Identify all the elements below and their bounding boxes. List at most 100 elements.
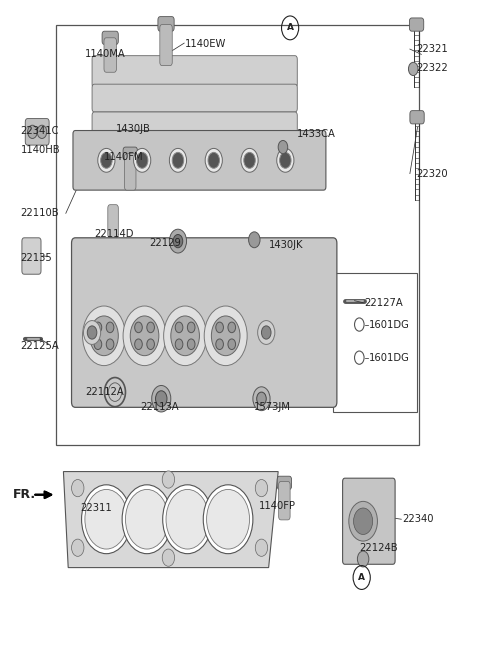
Circle shape: [98, 148, 115, 172]
Circle shape: [162, 471, 175, 488]
Circle shape: [172, 152, 184, 168]
Circle shape: [208, 152, 219, 168]
Circle shape: [135, 339, 142, 350]
FancyBboxPatch shape: [25, 118, 49, 145]
Text: 1140HB: 1140HB: [21, 146, 60, 156]
Text: 1430JK: 1430JK: [269, 240, 303, 250]
Circle shape: [106, 339, 114, 350]
Circle shape: [136, 152, 148, 168]
Circle shape: [37, 125, 47, 138]
Circle shape: [87, 326, 97, 339]
Text: 1433CA: 1433CA: [297, 129, 336, 139]
FancyBboxPatch shape: [92, 112, 297, 137]
Circle shape: [133, 148, 151, 172]
Text: 1601DG: 1601DG: [369, 320, 410, 330]
Text: 22124B: 22124B: [360, 543, 398, 553]
FancyBboxPatch shape: [277, 476, 291, 489]
Text: 22340: 22340: [402, 514, 434, 524]
Bar: [56, 25, 419, 445]
Circle shape: [90, 316, 118, 356]
Text: FR.: FR.: [13, 488, 36, 501]
Text: 1140MA: 1140MA: [85, 49, 126, 59]
FancyBboxPatch shape: [343, 478, 395, 565]
Circle shape: [278, 140, 288, 154]
Circle shape: [123, 306, 166, 366]
Circle shape: [228, 322, 236, 332]
Text: A: A: [358, 573, 365, 582]
Circle shape: [280, 152, 291, 168]
Text: 22110B: 22110B: [21, 208, 59, 218]
FancyBboxPatch shape: [409, 18, 424, 31]
Circle shape: [241, 148, 258, 172]
Text: 22322: 22322: [417, 63, 448, 72]
Circle shape: [169, 229, 187, 253]
FancyBboxPatch shape: [102, 31, 118, 45]
Circle shape: [257, 392, 266, 406]
Text: 22311: 22311: [80, 503, 112, 513]
Circle shape: [249, 232, 260, 248]
Text: 1573JM: 1573JM: [254, 402, 291, 412]
FancyBboxPatch shape: [410, 110, 424, 124]
Circle shape: [125, 489, 168, 549]
Circle shape: [349, 501, 377, 541]
Circle shape: [216, 339, 223, 350]
Circle shape: [156, 391, 167, 407]
FancyBboxPatch shape: [124, 154, 136, 190]
Text: 22113A: 22113A: [140, 402, 179, 412]
Circle shape: [85, 489, 128, 549]
Circle shape: [162, 549, 175, 567]
Circle shape: [163, 485, 212, 554]
FancyBboxPatch shape: [72, 238, 337, 408]
Circle shape: [175, 339, 183, 350]
Text: 22127A: 22127A: [364, 298, 403, 308]
Polygon shape: [63, 471, 278, 568]
Circle shape: [211, 316, 240, 356]
FancyBboxPatch shape: [123, 147, 137, 160]
Text: 22320: 22320: [417, 168, 448, 179]
Text: 22341C: 22341C: [21, 126, 59, 136]
Circle shape: [187, 339, 195, 350]
FancyBboxPatch shape: [158, 17, 174, 31]
Text: 22112A: 22112A: [85, 387, 124, 397]
FancyBboxPatch shape: [92, 84, 297, 112]
Circle shape: [228, 339, 236, 350]
Bar: [333, 273, 417, 412]
Circle shape: [84, 321, 101, 344]
Circle shape: [147, 339, 155, 350]
Circle shape: [255, 539, 268, 557]
FancyBboxPatch shape: [73, 130, 326, 190]
Circle shape: [206, 489, 250, 549]
Circle shape: [203, 485, 253, 554]
Circle shape: [354, 508, 372, 535]
Circle shape: [171, 316, 199, 356]
Text: 22125A: 22125A: [21, 340, 59, 350]
Circle shape: [130, 316, 159, 356]
Circle shape: [106, 322, 114, 332]
Text: 1430JB: 1430JB: [116, 124, 151, 134]
Circle shape: [187, 322, 195, 332]
Circle shape: [255, 479, 268, 497]
Text: 22135: 22135: [21, 253, 52, 263]
Circle shape: [135, 322, 142, 332]
Circle shape: [277, 148, 294, 172]
Circle shape: [72, 479, 84, 497]
Circle shape: [244, 152, 255, 168]
Circle shape: [72, 539, 84, 557]
Text: 1140EW: 1140EW: [185, 39, 227, 49]
Circle shape: [82, 485, 131, 554]
Circle shape: [83, 306, 125, 366]
FancyBboxPatch shape: [22, 238, 41, 274]
Circle shape: [94, 339, 102, 350]
Circle shape: [205, 148, 222, 172]
Text: A: A: [287, 23, 294, 33]
FancyBboxPatch shape: [160, 25, 172, 66]
Circle shape: [408, 63, 418, 76]
Circle shape: [175, 322, 183, 332]
Circle shape: [164, 306, 206, 366]
FancyBboxPatch shape: [104, 38, 116, 72]
FancyBboxPatch shape: [279, 481, 290, 520]
Circle shape: [216, 322, 223, 332]
Circle shape: [152, 386, 171, 412]
Circle shape: [101, 152, 112, 168]
Circle shape: [169, 148, 187, 172]
